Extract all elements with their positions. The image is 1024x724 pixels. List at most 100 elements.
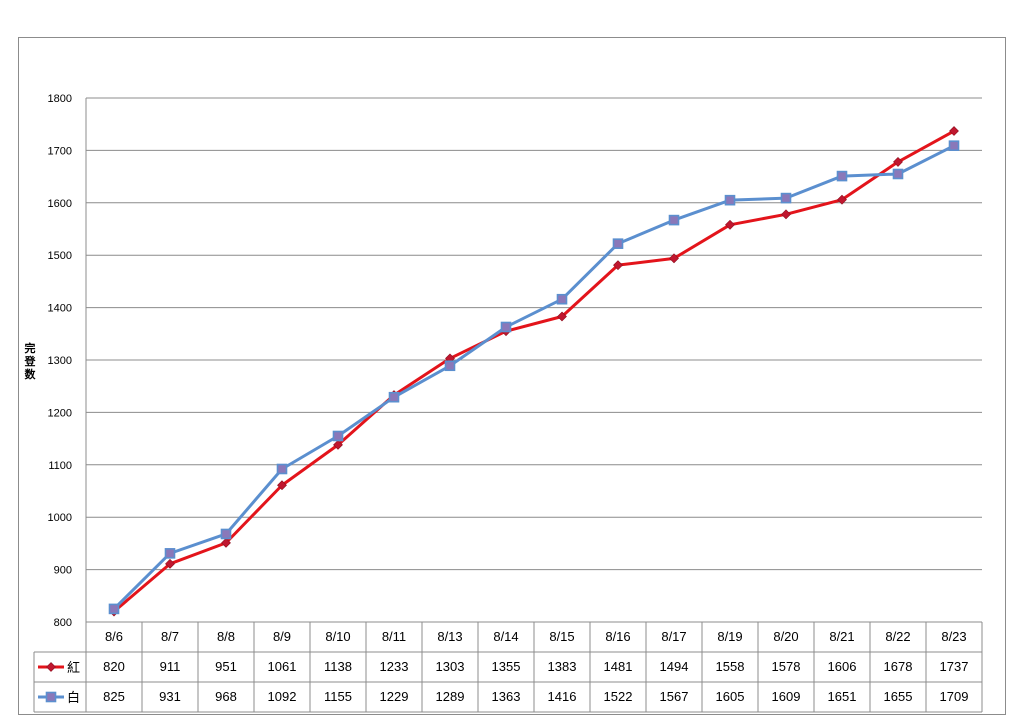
table-value: 1092 (268, 689, 297, 704)
table-value: 1737 (940, 659, 969, 674)
y-tick-label: 900 (54, 565, 72, 577)
data-point-marker (948, 140, 960, 151)
table-value: 911 (160, 659, 181, 674)
x-category-label: 8/13 (437, 629, 462, 644)
y-tick-label: 1200 (48, 407, 72, 419)
data-point-marker (781, 209, 791, 220)
data-point-marker (836, 170, 848, 182)
data-point-marker (893, 157, 903, 167)
x-category-label: 8/23 (941, 629, 966, 644)
data-point-marker (725, 219, 735, 230)
data-point-marker (108, 603, 120, 615)
table-value: 1709 (940, 689, 969, 704)
table-value: 931 (159, 689, 181, 704)
data-point-marker (892, 168, 904, 180)
data-point-marker (837, 194, 847, 205)
x-category-label: 8/15 (549, 629, 574, 644)
table-value: 1494 (660, 659, 689, 674)
series-line-2 (112, 144, 955, 610)
data-point-marker (949, 126, 959, 136)
table-value: 1383 (548, 659, 577, 674)
y-tick-label: 1400 (48, 303, 72, 315)
table-value: 968 (215, 689, 237, 704)
table-value: 820 (103, 659, 125, 674)
data-point-marker (724, 194, 736, 206)
data-point-marker (556, 293, 568, 305)
table-value: 1655 (884, 689, 913, 704)
x-category-label: 8/22 (885, 629, 910, 644)
y-axis-label-char: 登 (24, 354, 37, 368)
table-value: 1229 (380, 689, 409, 704)
x-category-label: 8/19 (717, 629, 742, 644)
x-category-label: 8/7 (161, 629, 179, 644)
y-tick-label: 1300 (48, 355, 72, 367)
data-point-marker (388, 391, 400, 403)
table-value: 1155 (324, 689, 352, 704)
y-tick-label: 1800 (48, 93, 72, 105)
x-category-label: 8/11 (382, 629, 406, 644)
x-category-label: 8/8 (217, 629, 235, 644)
x-category-label: 8/10 (325, 629, 350, 644)
data-point-marker (669, 253, 679, 264)
x-category-label: 8/21 (829, 629, 854, 644)
data-point-marker (333, 439, 343, 450)
table-value: 825 (103, 689, 125, 704)
table-value: 1303 (436, 659, 465, 674)
data-point-marker (221, 537, 231, 548)
x-category-label: 8/14 (493, 629, 518, 644)
table-value: 1481 (604, 659, 633, 674)
data-point-marker (612, 238, 624, 249)
data-point-marker (276, 463, 288, 475)
data-point-marker (164, 548, 176, 559)
table-value: 1651 (828, 689, 857, 704)
data-point-marker (613, 260, 623, 271)
table-value: 1355 (492, 659, 521, 674)
legend-label: 紅 (67, 660, 80, 675)
data-point-marker (444, 360, 456, 372)
y-tick-label: 1600 (48, 198, 72, 210)
series-line-1 (113, 129, 955, 613)
x-category-label: 8/6 (105, 629, 123, 644)
table-value: 1678 (884, 659, 913, 674)
data-point-marker (277, 480, 287, 491)
y-tick-label: 1100 (48, 460, 72, 472)
y-tick-label: 1500 (48, 250, 72, 262)
x-category-label: 8/17 (661, 629, 686, 644)
series-lines (108, 126, 960, 617)
data-point-marker (557, 311, 567, 322)
table-value: 1605 (716, 689, 745, 704)
x-category-label: 8/20 (773, 629, 798, 644)
data-point-marker (165, 558, 175, 569)
y-tick-labels: 800 900 1000 1100 1200 1300 1400 1500 1600 1700 18… (48, 93, 72, 629)
table-value: 1233 (380, 659, 409, 674)
table-value: 1061 (268, 659, 297, 674)
table-value: 1578 (772, 659, 801, 674)
table-value: 1416 (548, 689, 577, 704)
data-point-marker (220, 528, 232, 540)
table-value: 1522 (604, 689, 633, 704)
y-tick-label: 1700 (48, 145, 72, 157)
table-value: 1558 (716, 659, 745, 674)
y-tick-label: 1000 (48, 512, 72, 524)
y-axis-label-char: 数 (25, 367, 37, 381)
table-value: 1289 (436, 689, 465, 704)
table-value: 1567 (660, 689, 689, 704)
data-point-marker (500, 321, 512, 333)
data-point-marker (45, 691, 57, 703)
chart-frame (18, 37, 1006, 715)
table-value: 1363 (492, 689, 521, 704)
table-value: 1609 (772, 689, 801, 704)
data-point-marker (46, 662, 56, 672)
data-point-marker (332, 430, 344, 442)
data-point-marker (780, 192, 792, 204)
y-axis-label-char: 完 (25, 341, 36, 355)
data-table: 8/6 8/7 8/8 8/9 8/10 8/11 8/13 8/14 8/15 8/16 8/17… (33, 621, 983, 713)
table-value: 951 (215, 659, 237, 674)
x-category-label: 8/16 (605, 629, 630, 644)
x-category-label: 8/9 (273, 629, 291, 644)
table-value: 1606 (828, 659, 857, 674)
y-tick-label: 800 (54, 617, 72, 629)
y-axis-label: 完登数 (24, 341, 37, 381)
table-value: 1138 (324, 659, 352, 674)
